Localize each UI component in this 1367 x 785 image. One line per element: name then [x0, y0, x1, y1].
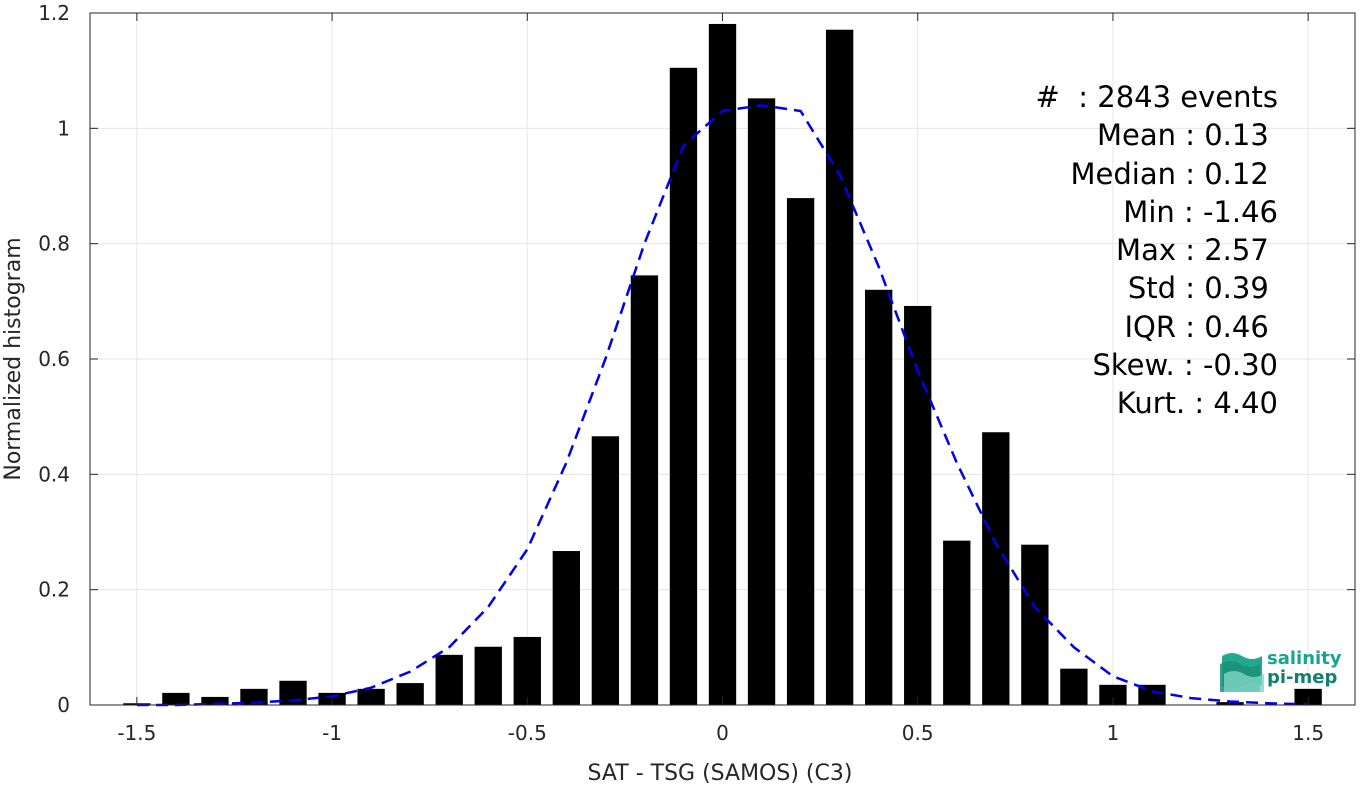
x-tick-label: -1 — [322, 721, 342, 745]
histogram-bar — [982, 432, 1010, 705]
histogram-bar — [1099, 684, 1127, 705]
stats-kurt: Kurt. : 4.40 — [1116, 386, 1278, 421]
histogram-bar — [201, 696, 229, 705]
histogram-bar — [474, 646, 502, 705]
histogram-bar — [435, 654, 463, 705]
y-tick-label: 0.2 — [38, 578, 70, 602]
x-tick-label: -0.5 — [508, 721, 547, 745]
histogram-bar — [825, 29, 854, 706]
y-tick-label: 1 — [57, 116, 70, 140]
histogram-bar — [747, 98, 776, 705]
logo-line-2: pi-mep — [1267, 667, 1338, 688]
salinity-pi-mep-logo: salinity pi-mep — [1218, 646, 1348, 694]
histogram-bar — [513, 636, 541, 705]
histogram-bar — [865, 289, 893, 705]
logo-line-1: salinity — [1267, 648, 1342, 669]
stats-skew: Skew. : -0.30 — [1092, 348, 1278, 383]
histogram-bar — [1060, 668, 1088, 705]
histogram-bar — [708, 23, 737, 706]
y-axis-label: Normalized histogram — [1, 237, 26, 480]
x-tick-label: 0.5 — [902, 721, 934, 745]
stats-std: Std : 0.39 — [1127, 271, 1278, 306]
histogram-bar — [1021, 544, 1049, 705]
stats-panel: # : 2843 events Mean : 0.13 Median : 0.1… — [1036, 78, 1278, 423]
histogram-bar — [943, 540, 971, 705]
histogram-bar — [357, 688, 385, 705]
wave-logo-icon — [1220, 653, 1264, 692]
y-tick-label: 0.8 — [38, 232, 70, 256]
histogram-bar — [162, 692, 190, 705]
stats-count: # : 2843 events — [1035, 80, 1278, 114]
x-tick-label: 1.5 — [1292, 721, 1324, 745]
x-axis-label: SAT - TSG (SAMOS) (C3) — [588, 761, 853, 785]
y-tick-label: 0 — [57, 693, 70, 717]
stats-max: Max : 2.57 — [1116, 233, 1278, 268]
x-tick-label: 0 — [716, 721, 729, 745]
x-axis-ticks: -1.5 -1 -0.5 0 0.5 1 1.5 — [117, 13, 1324, 745]
histogram-bars — [123, 23, 1322, 706]
histogram-bar — [240, 688, 268, 705]
histogram-bar — [1138, 684, 1166, 705]
gaussian-fit-curve — [136, 104, 1309, 707]
stats-median: Median : 0.12 — [1070, 156, 1278, 191]
histogram-bar — [786, 198, 815, 706]
x-tick-label: -1.5 — [117, 721, 156, 745]
histogram-bar — [1294, 688, 1322, 705]
histogram-bar — [396, 683, 424, 705]
x-tick-label: 1 — [1107, 721, 1120, 745]
stats-mean: Mean : 0.13 — [1096, 118, 1278, 153]
y-tick-label: 0.4 — [38, 462, 70, 486]
y-tick-label: 1.2 — [38, 1, 70, 25]
histogram-bar — [591, 436, 620, 705]
histogram-bar — [904, 305, 932, 705]
histogram-bar — [1216, 702, 1244, 705]
stats-min: Min : -1.46 — [1123, 194, 1278, 229]
y-axis-ticks: 0 0.2 0.4 0.6 0.8 1 1.2 — [38, 1, 1355, 717]
histogram-bar — [630, 275, 659, 705]
histogram-bar — [669, 67, 698, 706]
histogram-bar — [552, 551, 580, 705]
y-tick-label: 0.6 — [38, 347, 70, 371]
stats-iqr: IQR : 0.46 — [1124, 309, 1278, 344]
